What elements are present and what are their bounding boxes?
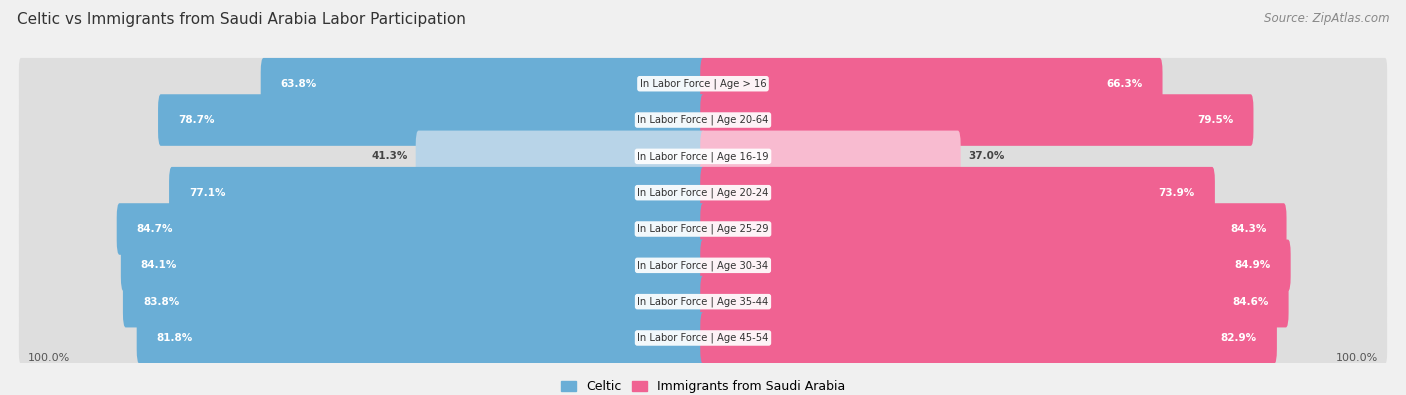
FancyBboxPatch shape: [18, 203, 1388, 255]
Text: 83.8%: 83.8%: [143, 297, 179, 307]
FancyBboxPatch shape: [700, 276, 1289, 327]
FancyBboxPatch shape: [18, 312, 1388, 364]
Text: In Labor Force | Age 45-54: In Labor Force | Age 45-54: [637, 333, 769, 343]
FancyBboxPatch shape: [700, 131, 960, 182]
FancyBboxPatch shape: [18, 276, 1388, 327]
FancyBboxPatch shape: [18, 94, 1388, 146]
Text: In Labor Force | Age 20-24: In Labor Force | Age 20-24: [637, 188, 769, 198]
FancyBboxPatch shape: [700, 58, 1163, 109]
FancyBboxPatch shape: [700, 239, 1291, 291]
Text: 84.9%: 84.9%: [1234, 260, 1271, 270]
Text: 73.9%: 73.9%: [1159, 188, 1195, 198]
FancyBboxPatch shape: [18, 58, 1388, 109]
FancyBboxPatch shape: [18, 167, 1388, 218]
Text: 63.8%: 63.8%: [281, 79, 316, 89]
Text: In Labor Force | Age 16-19: In Labor Force | Age 16-19: [637, 151, 769, 162]
FancyBboxPatch shape: [700, 94, 1254, 146]
FancyBboxPatch shape: [169, 167, 706, 218]
Text: 82.9%: 82.9%: [1220, 333, 1257, 343]
Text: In Labor Force | Age 20-64: In Labor Force | Age 20-64: [637, 115, 769, 125]
Text: In Labor Force | Age 30-34: In Labor Force | Age 30-34: [637, 260, 769, 271]
Text: 84.6%: 84.6%: [1232, 297, 1268, 307]
FancyBboxPatch shape: [700, 312, 1277, 364]
Text: 77.1%: 77.1%: [188, 188, 225, 198]
Text: 100.0%: 100.0%: [1336, 353, 1378, 363]
Text: Celtic vs Immigrants from Saudi Arabia Labor Participation: Celtic vs Immigrants from Saudi Arabia L…: [17, 12, 465, 27]
FancyBboxPatch shape: [136, 312, 706, 364]
Text: 79.5%: 79.5%: [1198, 115, 1233, 125]
FancyBboxPatch shape: [260, 58, 706, 109]
Legend: Celtic, Immigrants from Saudi Arabia: Celtic, Immigrants from Saudi Arabia: [557, 375, 849, 395]
Text: 81.8%: 81.8%: [156, 333, 193, 343]
Text: 100.0%: 100.0%: [28, 353, 70, 363]
FancyBboxPatch shape: [18, 239, 1388, 291]
Text: 66.3%: 66.3%: [1107, 79, 1143, 89]
Text: In Labor Force | Age > 16: In Labor Force | Age > 16: [640, 79, 766, 89]
Text: 84.3%: 84.3%: [1230, 224, 1267, 234]
FancyBboxPatch shape: [122, 276, 706, 327]
FancyBboxPatch shape: [117, 203, 706, 255]
Text: In Labor Force | Age 25-29: In Labor Force | Age 25-29: [637, 224, 769, 234]
FancyBboxPatch shape: [121, 239, 706, 291]
FancyBboxPatch shape: [416, 131, 706, 182]
Text: 84.1%: 84.1%: [141, 260, 177, 270]
FancyBboxPatch shape: [18, 131, 1388, 182]
Text: Source: ZipAtlas.com: Source: ZipAtlas.com: [1264, 12, 1389, 25]
FancyBboxPatch shape: [157, 94, 706, 146]
Text: 37.0%: 37.0%: [969, 151, 1005, 162]
FancyBboxPatch shape: [700, 203, 1286, 255]
FancyBboxPatch shape: [700, 167, 1215, 218]
Text: 78.7%: 78.7%: [179, 115, 215, 125]
Text: 84.7%: 84.7%: [136, 224, 173, 234]
Text: 41.3%: 41.3%: [371, 151, 408, 162]
Text: In Labor Force | Age 35-44: In Labor Force | Age 35-44: [637, 296, 769, 307]
